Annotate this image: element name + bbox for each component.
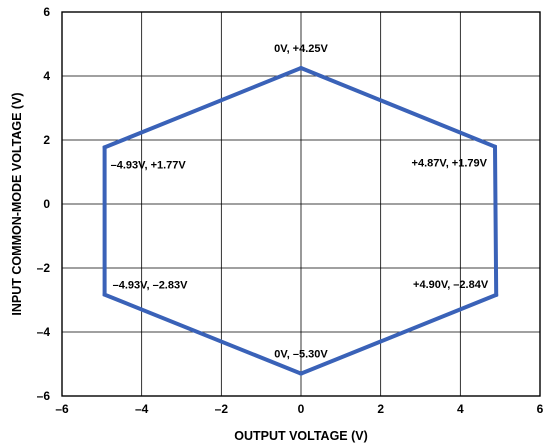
data-label: –4.93V, –2.83V (113, 280, 188, 292)
y-tick-label: 2 (43, 133, 50, 147)
data-point-1 (492, 144, 497, 149)
tick-labels: –6 –4 –2 0 2 4 6 –6 –4 –2 0 2 4 6 (37, 5, 544, 416)
data-label: +4.87V, +1.79V (412, 158, 488, 170)
x-tick-label: –2 (215, 402, 229, 416)
y-tick-label: 6 (43, 5, 50, 19)
x-tick-label: –4 (135, 402, 149, 416)
x-axis-label: OUTPUT VOLTAGE (V) (234, 429, 368, 443)
data-label: –4.93V, +1.77V (111, 159, 187, 171)
data-label: 0V, +4.25V (274, 43, 328, 55)
data-point-0 (299, 66, 303, 70)
x-tick-label: 2 (377, 402, 384, 416)
grid (62, 12, 540, 396)
data-point-4 (102, 292, 107, 297)
series-line-0 (102, 65, 499, 376)
y-tick-label: –4 (37, 325, 51, 339)
annotations: 0V, +4.25V +4.87V, +1.79V +4.90V, –2.84V 0V… (111, 43, 489, 361)
y-tick-label: 4 (43, 69, 50, 83)
y-tick-label: –6 (37, 389, 51, 403)
plot-frame (61, 11, 541, 397)
series-layer (102, 65, 499, 376)
data-point-5 (102, 145, 107, 150)
y-tick-label: 0 (43, 197, 50, 211)
data-label: 0V, –5.30V (274, 349, 328, 361)
y-axis-label: INPUT COMMON-MODE VOLTAGE (V) (10, 92, 24, 315)
x-tick-label: 4 (457, 402, 464, 416)
x-tick-label: –6 (55, 402, 69, 416)
data-label: +4.90V, –2.84V (413, 279, 489, 291)
data-point-2 (494, 292, 499, 297)
y-tick-label: –2 (37, 261, 51, 275)
x-tick-label: 0 (298, 402, 305, 416)
x-tick-label: 6 (537, 402, 544, 416)
data-point-3 (299, 371, 303, 376)
